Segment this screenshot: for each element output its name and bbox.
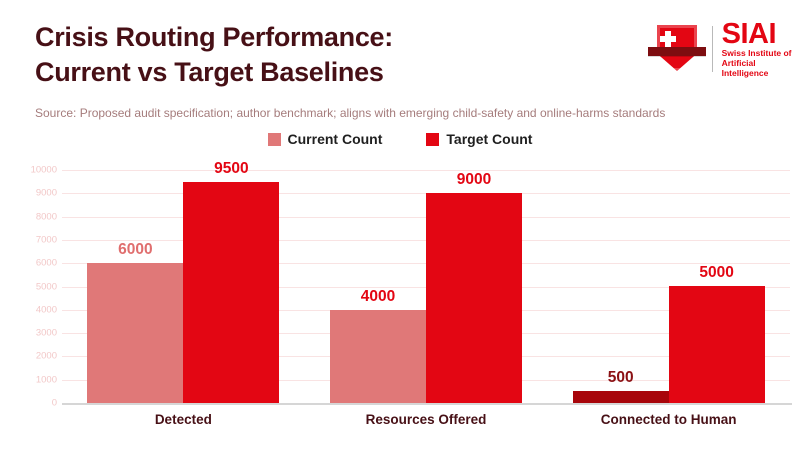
value-label-target-count-detected: 9500: [214, 160, 249, 177]
bar-target-count-detected: [183, 182, 280, 403]
legend-label-current: Current Count: [287, 131, 383, 147]
legend-item-current: Current Count: [267, 131, 383, 147]
shield-icon: [648, 25, 706, 73]
bar-current-count-connected-to-human: [572, 391, 669, 403]
bar-target-count-connected-to-human: [668, 286, 765, 403]
value-label-current-count-detected: 6000: [118, 241, 153, 258]
y-tick-6000: 6000: [35, 257, 57, 269]
y-tick-1000: 1000: [35, 374, 57, 386]
legend-item-target: Target Count: [426, 131, 532, 147]
y-tick-8000: 8000: [35, 211, 57, 223]
legend-label-target: Target Count: [446, 131, 533, 147]
source-note: Source: Proposed audit specification; au…: [35, 106, 666, 120]
y-tick-0: 0: [51, 397, 57, 409]
siai-logo: SIAI Swiss Institute of Artificial Intel…: [648, 20, 800, 78]
y-tick-10000: 10000: [30, 164, 57, 176]
shield-banner: [648, 47, 706, 56]
y-tick-9000: 9000: [35, 187, 57, 199]
logo-divider: [711, 26, 713, 72]
legend-swatch-current: [267, 132, 281, 146]
logo-acronym: SIAI: [721, 18, 777, 50]
value-label-target-count-resources-offered: 9000: [456, 171, 492, 188]
y-tick-2000: 2000: [35, 350, 57, 362]
y-tick-3000: 3000: [35, 327, 57, 339]
page-title-line2: Current vs Target Baselines: [35, 57, 384, 87]
bar-target-count-resources-offered: [426, 193, 522, 403]
y-tick-5000: 5000: [35, 281, 57, 292]
chart-legend: Current Count Target Count: [0, 131, 800, 147]
value-label-current-count-connected-to-human: 500: [607, 369, 634, 386]
value-label-target-count-connected-to-human: 5000: [699, 264, 734, 281]
category-label-resources-offered: Resources Offered: [365, 412, 487, 427]
logo-subtitle-line1: Swiss Institute of: [721, 48, 792, 58]
logo-subtitle-line2: Artificial Intelligence: [721, 58, 769, 78]
x-axis-line: [62, 403, 792, 405]
page-title-line1: Crisis Routing Performance:: [35, 22, 393, 52]
gridline-10000: [62, 170, 790, 171]
bar-current-count-resources-offered: [330, 310, 426, 403]
value-label-current-count-resources-offered: 4000: [360, 288, 396, 305]
category-label-detected: Detected: [154, 412, 212, 427]
y-tick-7000: 7000: [35, 234, 57, 246]
legend-swatch-target: [426, 132, 440, 146]
category-label-connected-to-human: Connected to Human: [600, 412, 737, 427]
y-tick-4000: 4000: [35, 304, 57, 316]
bar-current-count-detected: [87, 263, 184, 403]
page-title: Crisis Routing Performance: Current vs T…: [35, 20, 393, 90]
